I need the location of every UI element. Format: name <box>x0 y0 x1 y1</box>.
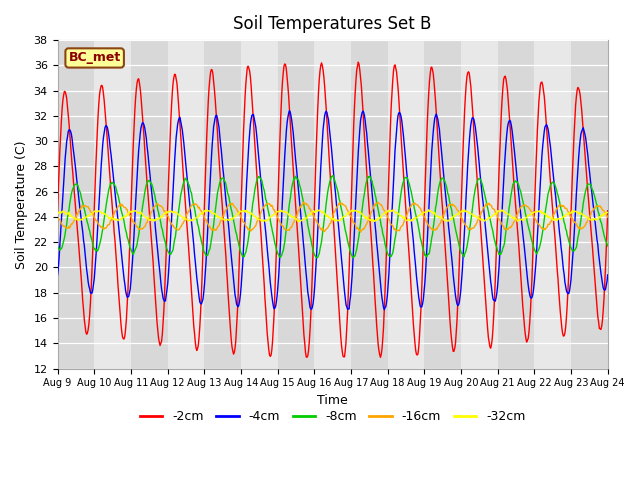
Line: -2cm: -2cm <box>58 62 608 357</box>
-8cm <box>349 255 356 261</box>
-4cm <box>205 200 213 205</box>
-8cm <box>176 198 184 204</box>
-16cm <box>205 224 213 230</box>
Y-axis label: Soil Temperature (C): Soil Temperature (C) <box>15 140 28 269</box>
Line: -4cm: -4cm <box>58 111 608 310</box>
-32cm <box>205 208 213 214</box>
-8cm <box>604 243 612 249</box>
-8cm <box>63 215 71 220</box>
Line: -16cm: -16cm <box>58 202 608 232</box>
Line: -32cm: -32cm <box>58 210 608 222</box>
-32cm <box>425 207 433 213</box>
Bar <box>534 40 571 369</box>
Bar <box>94 40 131 369</box>
-8cm <box>329 173 337 179</box>
-32cm <box>63 211 71 216</box>
-8cm <box>417 238 425 243</box>
-2cm <box>120 336 128 342</box>
-16cm <box>176 225 184 231</box>
-32cm <box>54 211 61 216</box>
-16cm <box>63 225 71 231</box>
-8cm <box>205 247 213 253</box>
-2cm <box>355 59 362 65</box>
X-axis label: Time: Time <box>317 394 348 407</box>
-4cm <box>176 115 184 120</box>
-32cm <box>120 214 128 220</box>
Bar <box>168 40 204 369</box>
Bar <box>278 40 314 369</box>
Bar <box>351 40 388 369</box>
Bar <box>58 40 94 369</box>
-2cm <box>63 104 71 109</box>
-16cm <box>604 214 612 220</box>
-4cm <box>120 276 128 282</box>
-4cm <box>604 272 612 278</box>
-16cm <box>417 207 425 213</box>
-4cm <box>401 149 409 155</box>
Title: Soil Temperatures Set B: Soil Temperatures Set B <box>234 15 432 33</box>
-2cm <box>376 354 384 360</box>
-16cm <box>300 199 308 205</box>
-4cm <box>54 272 61 278</box>
Bar <box>314 40 351 369</box>
-16cm <box>401 216 409 222</box>
-32cm <box>401 215 408 221</box>
-2cm <box>54 207 61 213</box>
Bar <box>498 40 534 369</box>
-16cm <box>54 215 61 220</box>
-4cm <box>417 304 425 310</box>
-4cm <box>63 134 71 140</box>
Bar <box>388 40 424 369</box>
-8cm <box>120 219 128 225</box>
-4cm <box>285 108 293 114</box>
-8cm <box>54 243 61 249</box>
-2cm <box>604 208 612 214</box>
-16cm <box>356 229 364 235</box>
Text: BC_met: BC_met <box>68 51 121 64</box>
Bar <box>131 40 168 369</box>
-32cm <box>176 212 184 218</box>
-2cm <box>417 305 425 311</box>
-2cm <box>176 122 184 128</box>
-32cm <box>417 212 424 218</box>
Bar <box>571 40 608 369</box>
Bar <box>241 40 278 369</box>
Bar <box>204 40 241 369</box>
-8cm <box>401 175 409 180</box>
-4cm <box>380 307 388 312</box>
Legend: -2cm, -4cm, -8cm, -16cm, -32cm: -2cm, -4cm, -8cm, -16cm, -32cm <box>134 405 531 428</box>
-16cm <box>120 204 128 210</box>
Line: -8cm: -8cm <box>58 176 608 258</box>
Bar <box>424 40 461 369</box>
-2cm <box>401 193 409 199</box>
-32cm <box>604 210 612 216</box>
-32cm <box>368 219 376 225</box>
Bar <box>461 40 498 369</box>
-2cm <box>205 85 213 91</box>
